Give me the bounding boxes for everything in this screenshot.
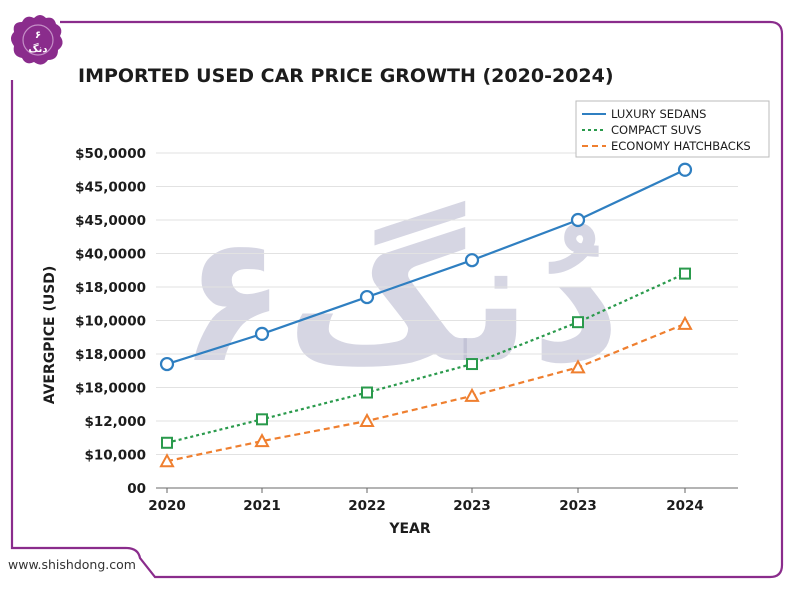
data-point-square: [466, 358, 478, 371]
x-tick-label: 2020: [148, 498, 186, 514]
legend-label: LUXURY SEDANS: [611, 107, 706, 121]
y-tick-label: $18,0000: [75, 280, 146, 296]
y-tick-label: $18,0000: [75, 347, 146, 363]
legend-label: COMPACT SUVS: [611, 123, 701, 137]
data-point-circle: [159, 356, 175, 372]
legend: LUXURY SEDANS COMPACT SUVS ECONOMY HATCHBA…: [575, 100, 770, 158]
data-point-triangle: [464, 387, 480, 402]
axes: 00 $10,000 $12,000 $18,0000 $18,0000 $10,0000…: [75, 146, 738, 514]
brand-badge: ۶ دنگ: [11, 15, 63, 65]
x-tick-label: 2021: [243, 498, 281, 514]
data-point-square: [679, 267, 691, 280]
legend-label: ECONOMY HATCHBACKS: [611, 139, 751, 153]
y-tick-label: $10,000: [85, 448, 147, 464]
data-point-square: [572, 316, 584, 329]
data-point-circle: [570, 212, 586, 228]
legend-box: [575, 100, 770, 158]
y-tick-label: $40,0000: [75, 247, 146, 263]
x-tick-label: 2024: [666, 498, 704, 514]
y-tick-label: $10,0000: [75, 314, 146, 330]
y-tick-label: 00: [127, 481, 146, 497]
data-point-circle: [254, 326, 270, 341]
y-tick-label: $45,0000: [75, 213, 146, 229]
series-line: [166, 272, 686, 444]
x-tick-label: 2023: [453, 498, 491, 514]
series-luxury-sedans: [159, 162, 693, 372]
series-group: [159, 162, 693, 468]
y-axis-label: AVERGPICE (USD): [42, 266, 58, 405]
y-tick-label: $50,0000: [75, 146, 146, 162]
y-tick-label: $45,0000: [75, 180, 146, 196]
series-compact-suvs: [161, 267, 691, 449]
x-tick-label: 2022: [348, 498, 386, 514]
badge-digit: ۶: [35, 30, 41, 41]
badge-word: دنگ: [28, 43, 47, 55]
series-economy-hatchbacks: [159, 315, 693, 468]
data-point-circle: [464, 253, 480, 268]
data-point-triangle: [254, 433, 270, 448]
chart-title: IMPORTED USED CAR PRICE GROWTH (2020-202…: [78, 65, 614, 87]
data-point-circle: [677, 162, 693, 177]
x-tick-label: 2023: [559, 498, 597, 514]
y-tick-label: $18,0000: [75, 381, 146, 397]
data-point-square: [161, 436, 173, 449]
data-point-square: [361, 386, 373, 399]
website-link[interactable]: www.shishdong.com: [8, 557, 136, 572]
x-axis-label: YEAR: [388, 521, 431, 537]
data-point-square: [256, 413, 268, 426]
data-point-triangle: [570, 359, 586, 374]
series-line: [166, 322, 686, 463]
data-point-circle: [359, 289, 375, 305]
y-tick-label: $12,000: [85, 414, 147, 430]
badge-seal-icon: [11, 15, 63, 65]
data-point-triangle: [677, 315, 693, 330]
data-point-triangle: [359, 412, 375, 427]
data-point-triangle: [159, 453, 175, 468]
series-line: [166, 168, 686, 366]
